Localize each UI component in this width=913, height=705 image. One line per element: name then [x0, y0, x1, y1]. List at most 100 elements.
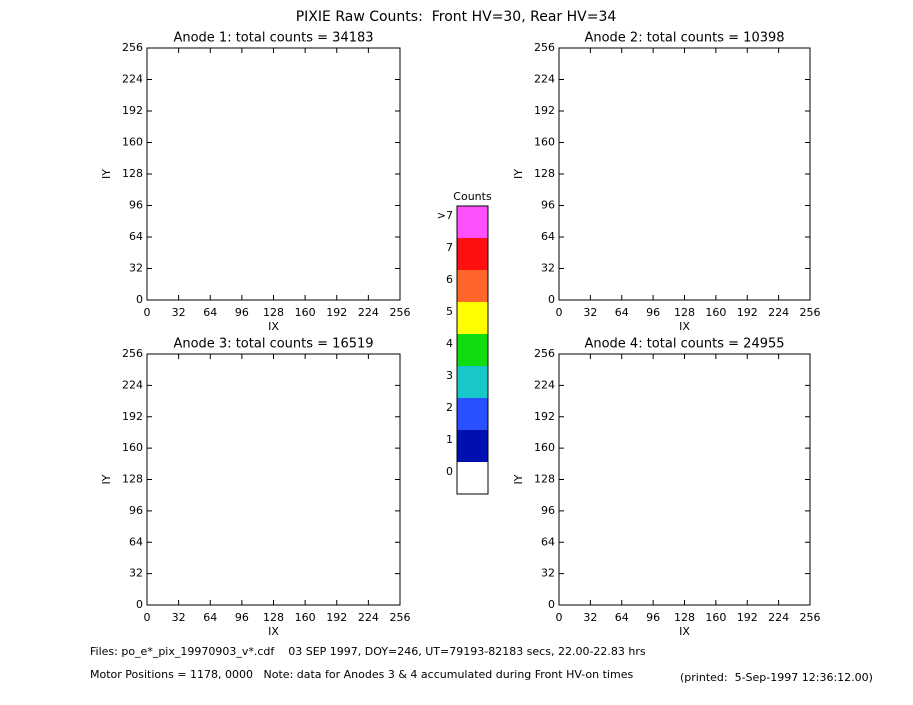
- footer-files: Files: po_e*_pix_19970903_v*.cdf 03 SEP …: [90, 645, 646, 658]
- y-tick-label: 256: [122, 347, 143, 360]
- y-tick-label: 192: [534, 410, 555, 423]
- colorbar-label: 5: [446, 305, 453, 318]
- colorbar-swatch: [457, 366, 488, 398]
- x-tick-label: 128: [263, 306, 284, 319]
- y-axis-label: IY: [100, 169, 113, 179]
- y-tick-label: 160: [534, 136, 555, 149]
- y-tick-label: 192: [534, 104, 555, 117]
- x-tick-label: 96: [646, 611, 660, 624]
- colorbar-label: 6: [446, 273, 453, 286]
- y-tick-label: 0: [136, 293, 143, 306]
- colorbar-label: 7: [446, 241, 453, 254]
- x-axis-label: IX: [268, 320, 279, 333]
- y-tick-label: 160: [122, 136, 143, 149]
- x-tick-label: 256: [800, 611, 821, 624]
- x-tick-label: 64: [615, 306, 629, 319]
- x-tick-label: 64: [615, 611, 629, 624]
- y-tick-label: 160: [122, 441, 143, 454]
- y-tick-label: 128: [534, 167, 555, 180]
- x-tick-label: 0: [556, 306, 563, 319]
- x-tick-label: 224: [768, 306, 789, 319]
- y-tick-label: 0: [548, 293, 555, 306]
- y-tick-label: 96: [541, 199, 555, 212]
- x-tick-label: 0: [556, 611, 563, 624]
- y-tick-label: 224: [122, 378, 143, 391]
- x-tick-label: 192: [737, 611, 758, 624]
- x-tick-label: 128: [674, 611, 695, 624]
- plot-area: [146, 353, 401, 606]
- x-tick-label: 128: [263, 611, 284, 624]
- plot-area: [558, 47, 811, 301]
- x-tick-label: 256: [390, 611, 411, 624]
- colorbar-swatch: [457, 398, 488, 430]
- colorbar-swatch: [457, 238, 488, 270]
- panel-title: Anode 1: total counts = 34183: [173, 31, 373, 46]
- x-tick-label: 224: [358, 306, 379, 319]
- colorbar-frame: [456, 205, 489, 495]
- y-tick-label: 32: [541, 262, 555, 275]
- y-tick-label: 256: [534, 347, 555, 360]
- x-tick-label: 128: [674, 306, 695, 319]
- x-tick-label: 96: [235, 611, 249, 624]
- y-tick-label: 160: [534, 441, 555, 454]
- x-tick-label: 32: [583, 306, 597, 319]
- y-tick-label: 64: [541, 230, 555, 243]
- y-tick-label: 32: [541, 567, 555, 580]
- colorbar-label: 1: [446, 433, 453, 446]
- x-tick-label: 96: [646, 306, 660, 319]
- y-axis-label: IY: [100, 474, 113, 484]
- footer-motor: Motor Positions = 1178, 0000 Note: data …: [90, 668, 633, 681]
- y-axis-label: IY: [512, 169, 525, 179]
- x-tick-label: 192: [326, 306, 347, 319]
- x-tick-label: 224: [358, 611, 379, 624]
- x-axis-label: IX: [679, 625, 690, 638]
- y-tick-label: 128: [534, 473, 555, 486]
- y-tick-label: 0: [548, 598, 555, 611]
- y-tick-label: 0: [136, 598, 143, 611]
- x-axis-label: IX: [679, 320, 690, 333]
- y-tick-label: 96: [129, 504, 143, 517]
- y-tick-label: 64: [541, 535, 555, 548]
- y-tick-label: 32: [129, 567, 143, 580]
- y-tick-label: 256: [534, 41, 555, 54]
- colorbar-swatch: [457, 302, 488, 334]
- x-tick-label: 96: [235, 306, 249, 319]
- panel-title: Anode 2: total counts = 10398: [584, 31, 784, 46]
- colorbar-swatch: [457, 206, 488, 238]
- colorbar-swatch: [457, 430, 488, 462]
- x-tick-label: 256: [390, 306, 411, 319]
- x-tick-label: 256: [800, 306, 821, 319]
- y-tick-label: 128: [122, 167, 143, 180]
- y-tick-label: 256: [122, 41, 143, 54]
- x-tick-label: 160: [705, 306, 726, 319]
- y-axis-label: IY: [512, 474, 525, 484]
- colorbar-title: Counts: [453, 190, 492, 203]
- x-tick-label: 64: [203, 306, 217, 319]
- y-tick-label: 224: [122, 73, 143, 86]
- colorbar-label: 4: [446, 337, 453, 350]
- colorbar-swatch: [457, 270, 488, 302]
- y-tick-label: 96: [541, 504, 555, 517]
- x-axis-label: IX: [268, 625, 279, 638]
- colorbar-swatch: [457, 462, 488, 494]
- x-tick-label: 32: [172, 611, 186, 624]
- x-tick-label: 160: [295, 306, 316, 319]
- y-tick-label: 224: [534, 378, 555, 391]
- page-title: PIXIE Raw Counts: Front HV=30, Rear HV=3…: [296, 9, 617, 25]
- panel-title: Anode 4: total counts = 24955: [584, 337, 784, 352]
- x-tick-label: 32: [172, 306, 186, 319]
- y-tick-label: 128: [122, 473, 143, 486]
- colorbar-label: 0: [446, 465, 453, 478]
- y-tick-label: 64: [129, 535, 143, 548]
- colorbar-label: >7: [437, 209, 453, 222]
- x-tick-label: 0: [144, 306, 151, 319]
- colorbar-label: 2: [446, 401, 453, 414]
- plot-area: [558, 353, 811, 606]
- y-tick-label: 96: [129, 199, 143, 212]
- y-tick-label: 32: [129, 262, 143, 275]
- y-tick-label: 192: [122, 410, 143, 423]
- y-tick-label: 224: [534, 73, 555, 86]
- plot-area: [146, 47, 401, 301]
- colorbar-label: 3: [446, 369, 453, 382]
- x-tick-label: 224: [768, 611, 789, 624]
